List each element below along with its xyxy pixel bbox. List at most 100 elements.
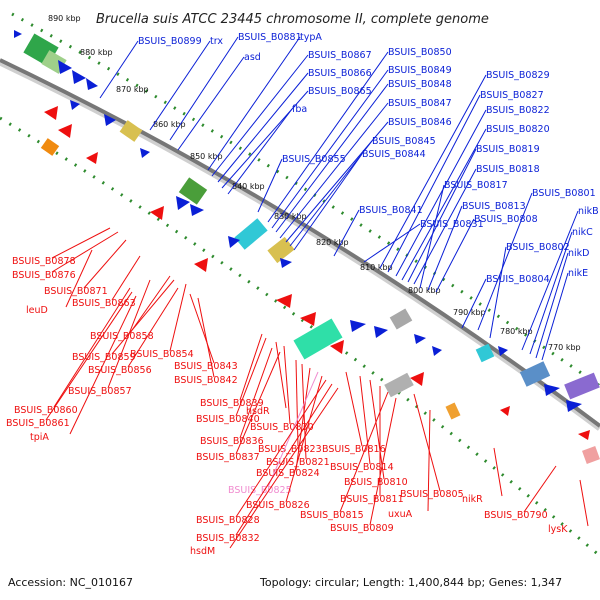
forward-gene-label[interactable]: BSUIS_B0846: [388, 117, 452, 128]
forward-gene-label[interactable]: BSUIS_B0855: [282, 154, 346, 165]
forward-gene-arrow: [86, 78, 98, 90]
reverse-gene-label[interactable]: BSUIS_B0828: [196, 515, 260, 526]
forward-gene-label[interactable]: typA: [300, 32, 322, 43]
forward-gene-label[interactable]: BSUIS_B0827: [480, 90, 544, 101]
reverse-gene-leader-line: [189, 293, 215, 364]
feature-block: [445, 402, 461, 420]
forward-gene-label[interactable]: BSUIS_B0867: [308, 50, 372, 61]
forward-gene-label[interactable]: BSUIS_B0847: [388, 98, 452, 109]
forward-gene-label[interactable]: BSUIS_B0804: [486, 274, 550, 285]
reverse-gene-label[interactable]: BSUIS_B0861: [6, 418, 70, 429]
forward-gene-label[interactable]: nikD: [568, 248, 589, 259]
forward-gene-label[interactable]: trx: [210, 36, 223, 47]
reverse-gene-label[interactable]: BSUIS_B0856: [88, 365, 152, 376]
forward-gene-label[interactable]: BSUIS_B0881: [238, 32, 302, 43]
reverse-gene-leader-line: [65, 249, 93, 308]
forward-gene-label[interactable]: BSUIS_B0820: [486, 124, 550, 135]
feature-block: [178, 177, 208, 205]
reverse-gene-label[interactable]: nikR: [462, 494, 483, 505]
reverse-gene-label[interactable]: BSUIS_B0830: [250, 422, 314, 433]
forward-gene-label[interactable]: BSUIS_B0813: [462, 201, 526, 212]
forward-gene-label[interactable]: BSUIS_B0817: [444, 180, 508, 191]
reverse-gene-label[interactable]: BSUIS_B0843: [174, 361, 238, 372]
reverse-gene-leader-line: [197, 297, 215, 378]
forward-gene-arrow: [72, 70, 86, 84]
forward-gene-label[interactable]: BSUIS_B0899: [138, 36, 202, 47]
forward-gene-leader-line: [427, 205, 463, 291]
forward-gene-label[interactable]: BSUIS_B0850: [388, 47, 452, 58]
forward-gene-label[interactable]: BSUIS_B0865: [308, 86, 372, 97]
reverse-gene-label[interactable]: BSUIS_B0863: [72, 298, 136, 309]
reverse-gene-leader-line: [239, 347, 273, 439]
forward-gene-label[interactable]: BSUIS_B0844: [362, 149, 426, 160]
forward-gene-label[interactable]: asd: [244, 52, 261, 63]
reverse-gene-label[interactable]: BSUIS_B0858: [90, 331, 154, 342]
forward-gene-label[interactable]: BSUIS_B0841: [359, 205, 423, 216]
reverse-gene-label[interactable]: BSUIS_B0871: [44, 286, 108, 297]
reverse-gene-leader-line: [169, 283, 187, 352]
reverse-gene-label[interactable]: BSUIS_B0859: [72, 352, 136, 363]
forward-gene-label[interactable]: BSUIS_B0819: [476, 144, 540, 155]
reverse-gene-leader-line: [127, 287, 179, 368]
forward-gene-label[interactable]: BSUIS_B0808: [474, 214, 538, 225]
forward-gene-label[interactable]: fba: [292, 104, 307, 115]
kbp-tick-label: 870 kbp: [116, 85, 149, 94]
forward-gene-arrow: [70, 100, 80, 110]
reverse-gene-label[interactable]: hsdM: [190, 546, 215, 557]
forward-gene-arrow: [140, 148, 150, 158]
reverse-gene-label[interactable]: BSUIS_B0876: [12, 270, 76, 281]
forward-gene-label[interactable]: BSUIS_B0829: [486, 70, 550, 81]
reverse-gene-label[interactable]: BSUIS_B0809: [330, 523, 394, 534]
kbp-tick-label: 840 kbp: [232, 182, 265, 191]
forward-gene-leader-line: [279, 102, 389, 239]
reverse-gene-label[interactable]: BSUIS_B0814: [330, 462, 394, 473]
reverse-gene-label[interactable]: tpiA: [30, 432, 49, 443]
reverse-gene-label[interactable]: BSUIS_B0826: [246, 500, 310, 511]
forward-gene-label[interactable]: BSUIS_B0818: [476, 164, 540, 175]
forward-gene-label[interactable]: nikB: [578, 206, 599, 217]
forward-gene-label[interactable]: BSUIS_B0845: [372, 136, 436, 147]
kbp-tick-label: 810 kbp: [360, 263, 393, 272]
reverse-gene-label[interactable]: BSUIS_B0878: [12, 256, 76, 267]
reverse-gene-label[interactable]: uxuA: [388, 509, 413, 520]
forward-gene-label[interactable]: BSUIS_B0866: [308, 68, 372, 79]
reverse-gene-label[interactable]: BSUIS_B0842: [174, 375, 238, 386]
forward-gene-label[interactable]: nikC: [572, 227, 593, 238]
reverse-gene-label[interactable]: leuD: [26, 305, 48, 316]
reverse-gene-label[interactable]: BSUIS_B0816: [322, 444, 386, 455]
reverse-gene-label[interactable]: BSUIS_B0854: [130, 349, 194, 360]
forward-gene-label[interactable]: BSUIS_B0822: [486, 105, 550, 116]
forward-gene-leader-line: [541, 272, 569, 361]
reverse-gene-label[interactable]: BSUIS_B0860: [14, 405, 78, 416]
reverse-gene-label[interactable]: BSUIS_B0839: [200, 398, 264, 409]
reverse-gene-label[interactable]: BSUIS_B0836: [200, 436, 264, 447]
reverse-gene-label[interactable]: BSUIS_B0832: [196, 533, 260, 544]
reverse-gene-label[interactable]: BSUIS_B0840: [196, 414, 260, 425]
forward-gene-label[interactable]: BSUIS_B0802: [506, 242, 570, 253]
reverse-gene-label[interactable]: BSUIS_B0815: [300, 510, 364, 521]
forward-gene-label[interactable]: BSUIS_B0831: [420, 219, 484, 230]
kbp-tick-label: 860 kbp: [153, 120, 186, 129]
forward-gene-label[interactable]: BSUIS_B0801: [532, 188, 596, 199]
reverse-gene-label[interactable]: lysK: [548, 524, 568, 535]
forward-gene-label[interactable]: BSUIS_B0848: [388, 79, 452, 90]
reverse-gene-label[interactable]: BSUIS_B0825: [228, 485, 292, 496]
reverse-gene-label[interactable]: BSUIS_B0824: [256, 468, 320, 479]
reverse-gene-label[interactable]: BSUIS_B0837: [196, 452, 260, 463]
reverse-gene-label[interactable]: hsdR: [246, 406, 270, 417]
forward-gene-label[interactable]: BSUIS_B0849: [388, 65, 452, 76]
reverse-gene-label[interactable]: BSUIS_B0810: [344, 477, 408, 488]
reverse-gene-label[interactable]: BSUIS_B0790: [484, 510, 548, 521]
forward-gene-leader-line: [267, 51, 389, 223]
forward-gene-label[interactable]: nikE: [568, 268, 588, 279]
reverse-gene-label[interactable]: BSUIS_B0805: [400, 489, 464, 500]
reverse-gene-label[interactable]: BSUIS_B0857: [68, 386, 132, 397]
reverse-gene-leader-line: [359, 375, 371, 465]
reverse-gene-leader-line: [111, 279, 175, 355]
forward-gene-arrow: [432, 346, 442, 356]
reverse-gene-label[interactable]: BSUIS_B0811: [340, 494, 404, 505]
forward-gene-leader-line: [379, 74, 487, 269]
reverse-gene-label[interactable]: BSUIS_B0821: [266, 457, 330, 468]
reverse-gene-leader-line: [493, 447, 503, 497]
reverse-gene-leader-line: [111, 255, 141, 301]
